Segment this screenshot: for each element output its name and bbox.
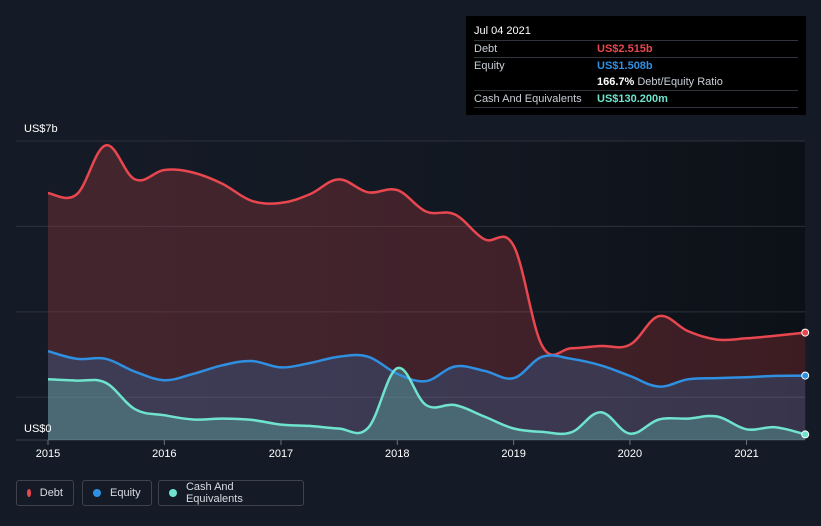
x-tick-label: 2015 xyxy=(36,448,60,460)
x-tick-label: 2016 xyxy=(152,448,176,460)
x-tick-label: 2021 xyxy=(734,448,758,460)
tooltip-cash-value: US$130.200m xyxy=(597,93,668,105)
x-tick-label: 2019 xyxy=(501,448,525,460)
legend-item-equity[interactable]: Equity xyxy=(82,480,152,506)
gridlines xyxy=(16,140,805,441)
tooltip-date: Jul 04 2021 xyxy=(474,22,798,41)
legend-item-debt[interactable]: Debt xyxy=(16,480,74,506)
tooltip-debt-value: US$2.515b xyxy=(597,43,653,55)
hover-tooltip: Jul 04 2021 Debt US$2.515b Equity US$1.5… xyxy=(466,16,806,115)
debt-area xyxy=(48,145,806,440)
cash-line xyxy=(47,366,806,436)
y-axis: US$7b US$0 xyxy=(24,123,58,435)
equity-line xyxy=(47,349,806,388)
cash-dot-icon xyxy=(169,489,177,497)
tooltip-label: Equity xyxy=(474,60,505,72)
tooltip-ratio-label: Debt/Equity Ratio xyxy=(637,76,723,88)
legend-label-equity: Equity xyxy=(110,487,141,499)
y-tick-label-bottom: US$0 xyxy=(24,423,52,435)
tooltip-row-ratio: 166.7% Debt/Equity Ratio xyxy=(474,74,798,91)
legend-item-cash[interactable]: Cash And Equivalents xyxy=(158,480,304,506)
equity-dot-icon xyxy=(93,489,101,497)
series-lines xyxy=(47,144,806,436)
cash-area xyxy=(48,367,806,440)
tooltip-ratio-value: 166.7% xyxy=(597,76,635,88)
tooltip-label: Cash And Equivalents xyxy=(474,93,582,105)
series-endpoints xyxy=(801,328,810,439)
debt-dot-icon xyxy=(27,489,31,497)
equity-endpoint xyxy=(801,371,810,380)
x-axis: 2015 2016 2017 2018 2019 2020 2021 xyxy=(36,440,759,460)
debt-line xyxy=(47,144,806,357)
plot-background xyxy=(16,141,805,440)
tooltip-label xyxy=(474,74,597,90)
x-tick-label: 2020 xyxy=(618,448,642,460)
tooltip-equity-value: US$1.508b xyxy=(597,60,653,72)
tooltip-row-equity: Equity US$1.508b xyxy=(474,58,798,74)
legend-label-debt: Debt xyxy=(39,487,63,499)
x-tick-label: 2017 xyxy=(269,448,293,460)
legend-label-cash: Cash And Equivalents xyxy=(185,481,243,505)
tooltip-row-debt: Debt US$2.515b xyxy=(474,41,798,58)
cash-endpoint xyxy=(801,430,810,439)
y-tick-label-top: US$7b xyxy=(24,123,58,135)
x-tick-label: 2018 xyxy=(385,448,409,460)
tooltip-row-cash: Cash And Equivalents US$130.200m xyxy=(474,91,798,108)
debt-endpoint xyxy=(801,328,810,337)
tooltip-label: Debt xyxy=(474,43,498,55)
